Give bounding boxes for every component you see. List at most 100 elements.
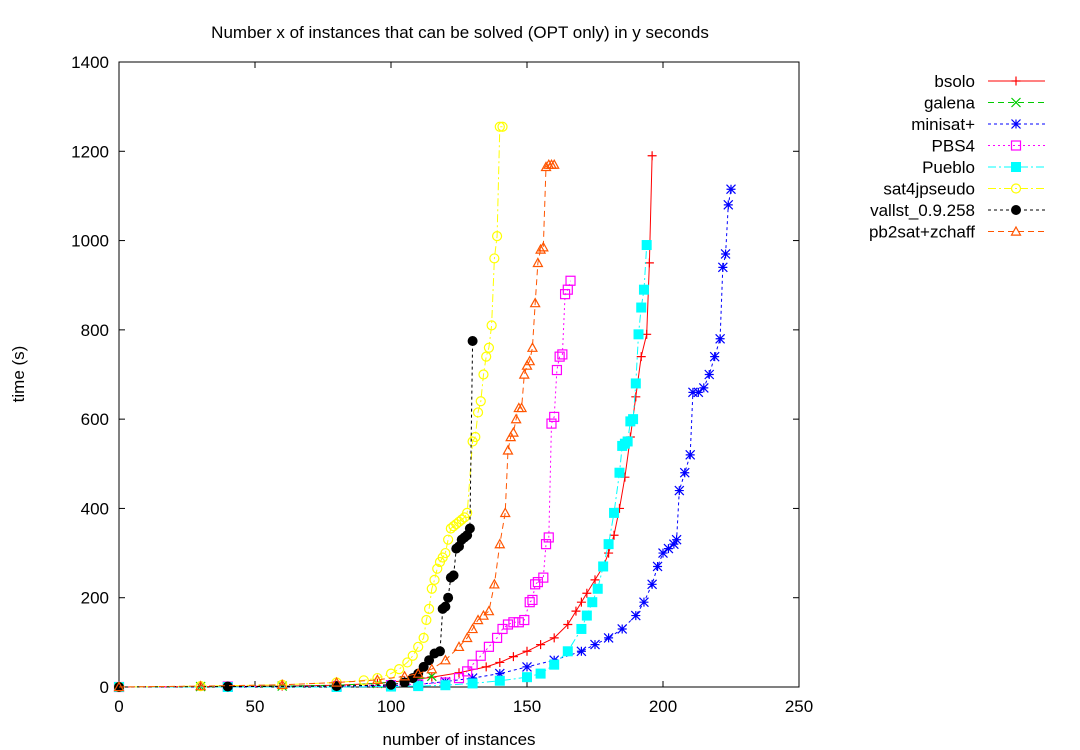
y-tick-label: 800 xyxy=(81,321,109,340)
x-axis: 0 50 100 150 200 250 xyxy=(114,62,813,716)
data-point xyxy=(475,650,486,661)
data-point xyxy=(508,652,518,662)
legend-item: sat4jpseudo xyxy=(883,180,1045,199)
data-point xyxy=(402,657,413,668)
data-point xyxy=(614,467,625,478)
data-point xyxy=(642,329,652,339)
data-point xyxy=(423,603,435,614)
x-tick-label: 50 xyxy=(246,697,265,716)
data-point xyxy=(674,485,685,496)
plot-frame xyxy=(118,61,800,688)
data-point xyxy=(576,623,587,634)
series-pbs4 xyxy=(113,275,576,693)
series-sat4jpseudo xyxy=(113,121,508,693)
series-bsolo xyxy=(114,151,657,692)
data-point xyxy=(508,617,519,628)
data-point xyxy=(494,121,505,132)
legend-label: sat4jpseudo xyxy=(883,180,975,199)
x-tick-label: 0 xyxy=(114,697,123,716)
data-point xyxy=(641,240,652,251)
data-point xyxy=(494,538,506,549)
x-tick-label: 200 xyxy=(649,697,677,716)
data-point xyxy=(590,575,600,585)
legend-marker xyxy=(1011,97,1021,108)
data-point xyxy=(540,539,552,550)
data-point xyxy=(440,601,451,612)
data-point xyxy=(557,349,568,360)
data-point xyxy=(276,679,288,689)
data-point xyxy=(668,539,679,550)
data-point xyxy=(522,661,532,672)
data-point xyxy=(631,392,641,402)
legend-label: Pueblo xyxy=(922,158,975,177)
legend-label: galena xyxy=(924,94,976,113)
data-point xyxy=(413,681,424,692)
data-point xyxy=(698,382,709,393)
data-point xyxy=(538,572,549,583)
data-point xyxy=(522,672,532,683)
data-point xyxy=(532,257,544,268)
data-point xyxy=(720,249,731,259)
data-point xyxy=(609,507,620,518)
data-point xyxy=(519,614,530,626)
legend-item: bsolo xyxy=(934,72,1045,91)
data-point xyxy=(622,436,633,447)
data-point xyxy=(407,650,418,661)
data-point xyxy=(633,329,644,340)
data-point xyxy=(723,199,734,210)
data-point xyxy=(526,341,538,352)
data-point xyxy=(494,675,505,686)
legend-item: minisat+ xyxy=(911,115,1045,134)
data-point xyxy=(456,514,467,525)
data-point xyxy=(604,548,614,558)
data-point xyxy=(590,639,600,650)
data-point xyxy=(726,184,736,195)
y-tick-label: 1000 xyxy=(71,232,109,251)
data-point xyxy=(536,640,546,650)
data-point xyxy=(462,507,473,518)
data-point xyxy=(358,675,369,686)
y-tick-label: 600 xyxy=(81,410,109,429)
data-point xyxy=(638,284,649,295)
series-layer xyxy=(113,121,736,693)
data-point xyxy=(513,617,524,628)
data-point xyxy=(372,672,383,684)
y-axis-label: time (s) xyxy=(9,346,28,403)
data-point xyxy=(426,583,437,594)
legend-marker xyxy=(1011,76,1021,86)
data-point xyxy=(581,610,592,621)
data-point xyxy=(543,532,554,543)
data-point xyxy=(644,258,654,268)
data-point xyxy=(429,574,440,585)
data-point xyxy=(461,632,473,643)
data-point xyxy=(495,657,505,667)
data-point xyxy=(549,411,560,423)
legend-label: PBS4 xyxy=(932,137,975,156)
data-point xyxy=(497,121,508,132)
data-point xyxy=(687,387,698,398)
legend-marker xyxy=(1011,119,1021,129)
y-tick-label: 400 xyxy=(81,499,109,518)
data-point xyxy=(488,578,500,589)
legend-label: vallst_0.9.258 xyxy=(870,201,975,220)
data-point xyxy=(502,619,514,630)
legend-item: PBS4 xyxy=(932,137,1045,156)
series-pb2sat-zchaff xyxy=(113,158,560,692)
data-point xyxy=(693,387,704,398)
series-line xyxy=(118,280,571,688)
legend-marker xyxy=(1011,162,1021,172)
data-point xyxy=(467,659,478,670)
data-point xyxy=(222,681,233,692)
legend-item: galena xyxy=(924,94,1045,113)
data-point xyxy=(516,402,528,413)
legend-marker xyxy=(1010,183,1022,194)
data-point xyxy=(603,539,614,550)
data-point xyxy=(609,530,619,540)
data-point xyxy=(617,624,628,634)
data-point xyxy=(507,426,519,437)
data-point xyxy=(440,680,451,691)
data-point xyxy=(628,414,639,425)
data-point xyxy=(472,407,484,418)
legend-label: minisat+ xyxy=(911,115,975,134)
